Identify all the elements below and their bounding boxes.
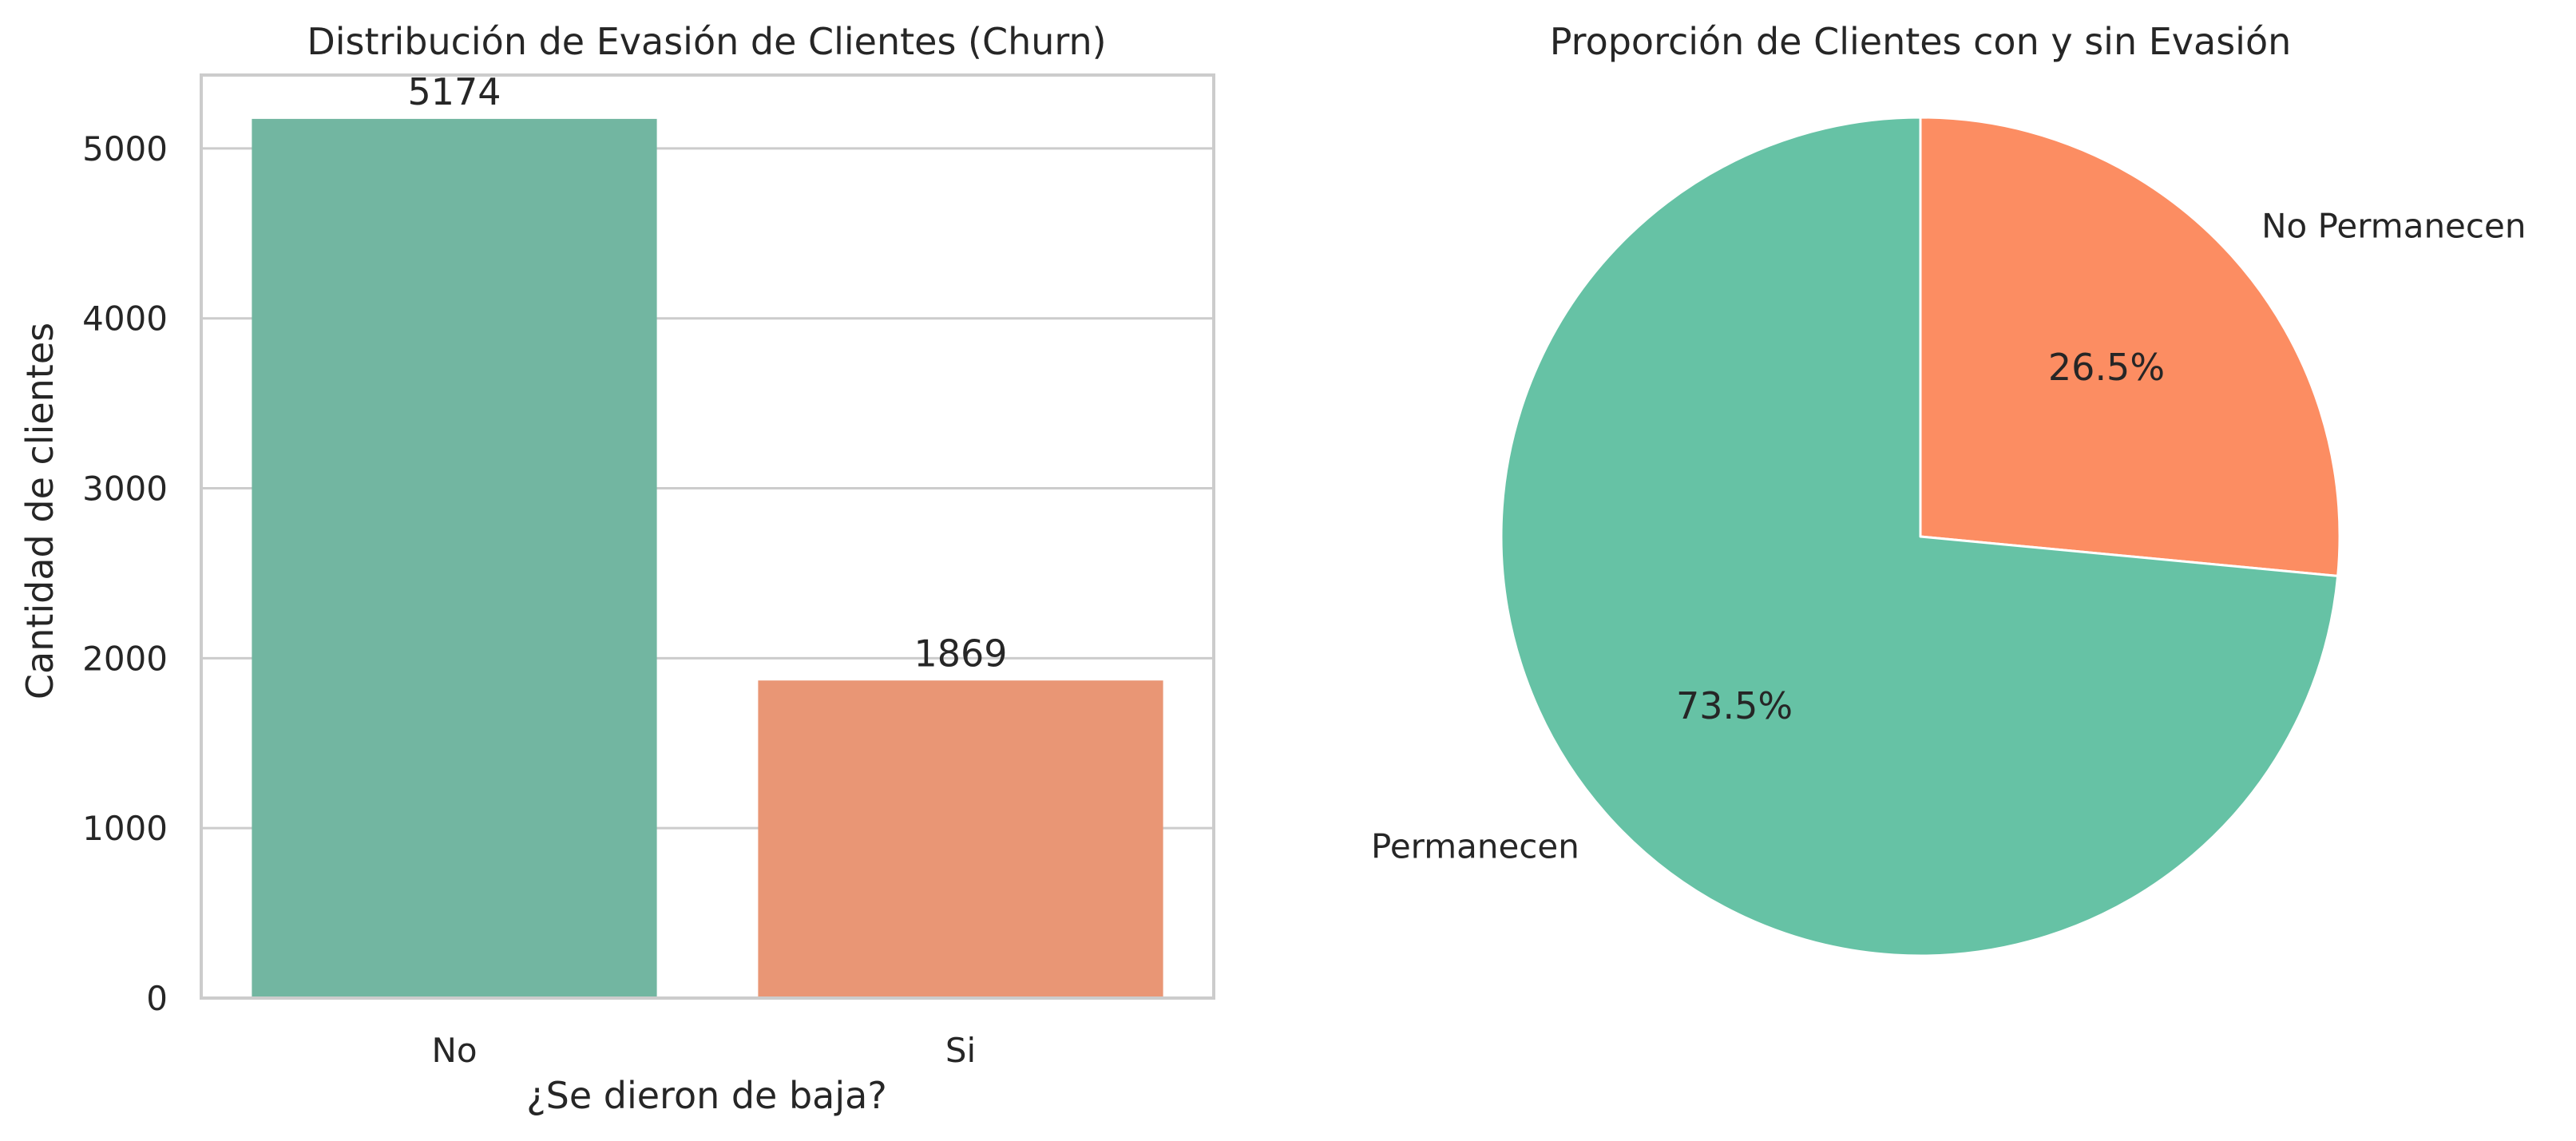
bar-plot-frame (200, 73, 1215, 1000)
pie-chart: Proporción de Clientes con y sin Evasión… (1371, 20, 2526, 957)
pie-pct-label-permanecen: 73.5% (1676, 684, 1793, 727)
bar-y-tick-label-3000: 3000 (82, 469, 168, 509)
bar-chart-title: Distribución de Evasión de Clientes (Chu… (307, 20, 1106, 63)
pie-slice-permanecen (1500, 116, 2340, 957)
bar-y-tick-label-4000: 4000 (82, 299, 168, 339)
bar-data-labels: 5174 1869 (407, 70, 1007, 675)
pie-slices (1500, 116, 2341, 957)
bar-y-ticks: 0 1000 2000 3000 4000 5000 (82, 129, 168, 1018)
bar-y-tick-label-2000: 2000 (82, 639, 168, 678)
bar-y-tick-label-1000: 1000 (82, 809, 168, 848)
bar-x-ticks: No Si (431, 1031, 976, 1070)
bar-si (758, 680, 1163, 998)
pie-chart-title: Proporción de Clientes con y sin Evasión (1550, 20, 2292, 63)
pie-labels: No Permanecen 26.5% Permanecen 73.5% (1371, 206, 2526, 866)
pie-label-permanecen: Permanecen (1371, 827, 1579, 866)
pie-slice-no-permanecen (1919, 116, 2341, 577)
bar-series (252, 118, 1163, 998)
bar-y-tick-label-0: 0 (146, 979, 168, 1018)
bar-value-label-no: 5174 (407, 70, 501, 113)
bar-x-tick-label-no: No (431, 1031, 477, 1070)
bar-chart: Distribución de Evasión de Clientes (Chu… (18, 20, 1215, 1117)
pie-label-no-permanecen: No Permanecen (2261, 206, 2526, 245)
bar-x-axis-label: ¿Se dieron de baja? (526, 1074, 887, 1117)
bar-y-tick-label-5000: 5000 (82, 129, 168, 168)
bar-x-tick-label-si: Si (945, 1031, 976, 1070)
pie-pct-label-no-permanecen: 26.5% (2048, 346, 2165, 389)
bar-no (252, 118, 657, 998)
bar-y-axis-label: Cantidad de clientes (18, 323, 61, 699)
bar-value-label-si: 1869 (913, 632, 1007, 675)
